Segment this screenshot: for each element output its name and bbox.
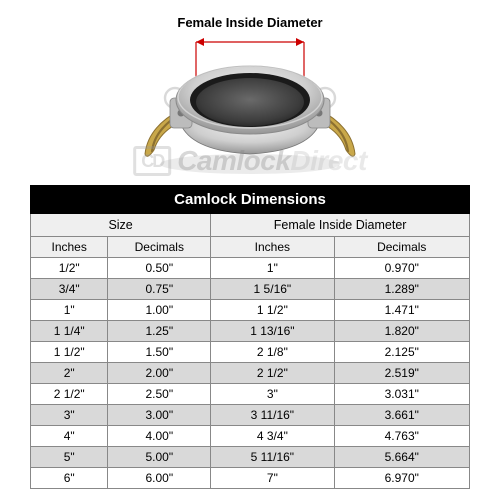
table-cell: 2.00" <box>108 363 211 384</box>
table-cell: 1 1/2" <box>31 342 108 363</box>
table-cell: 0.75" <box>108 279 211 300</box>
table-cell: 5" <box>31 447 108 468</box>
table-cell: 2.50" <box>108 384 211 405</box>
table-cell: 5.00" <box>108 447 211 468</box>
table-cell: 3.031" <box>334 384 470 405</box>
table-cell: 2 1/8" <box>211 342 334 363</box>
table-cell: 2 1/2" <box>31 384 108 405</box>
table-row: 6"6.00"7"6.970" <box>31 468 470 489</box>
table-row: 4"4.00"4 3/4"4.763" <box>31 426 470 447</box>
table-cell: 1/2" <box>31 258 108 279</box>
table-cell: 0.970" <box>334 258 470 279</box>
table-cell: 1.471" <box>334 300 470 321</box>
dimensions-table: Camlock Dimensions Size Female Inside Di… <box>30 185 470 489</box>
coupler-illustration <box>120 32 380 177</box>
table-cell: 5.664" <box>334 447 470 468</box>
table-cell: 1 5/16" <box>211 279 334 300</box>
table-row: 2"2.00"2 1/2"2.519" <box>31 363 470 384</box>
table-column-header-row: Inches Decimals Inches Decimals <box>31 237 470 258</box>
table-row: 3"3.00"3 11/16"3.661" <box>31 405 470 426</box>
col-header: Inches <box>31 237 108 258</box>
table-cell: 0.50" <box>108 258 211 279</box>
table-cell: 4.763" <box>334 426 470 447</box>
table-row: 5"5.00"5 11/16"5.664" <box>31 447 470 468</box>
table-cell: 1.820" <box>334 321 470 342</box>
table-cell: 7" <box>211 468 334 489</box>
table-row: 2 1/2"2.50"3"3.031" <box>31 384 470 405</box>
table-cell: 3" <box>31 405 108 426</box>
table-row: 1/2"0.50"1"0.970" <box>31 258 470 279</box>
col-header: Decimals <box>108 237 211 258</box>
table-cell: 3/4" <box>31 279 108 300</box>
table-body: 1/2"0.50"1"0.970"3/4"0.75"1 5/16"1.289"1… <box>31 258 470 489</box>
table-cell: 2.519" <box>334 363 470 384</box>
table-cell: 2.125" <box>334 342 470 363</box>
table-cell: 3 11/16" <box>211 405 334 426</box>
table-cell: 3.00" <box>108 405 211 426</box>
table-cell: 1.00" <box>108 300 211 321</box>
table-cell: 4 3/4" <box>211 426 334 447</box>
table-cell: 1.25" <box>108 321 211 342</box>
group-header-fid: Female Inside Diameter <box>211 214 470 237</box>
table-cell: 4" <box>31 426 108 447</box>
table-row: 1"1.00"1 1/2"1.471" <box>31 300 470 321</box>
table-cell: 4.00" <box>108 426 211 447</box>
table-cell: 1.50" <box>108 342 211 363</box>
table-cell: 1 13/16" <box>211 321 334 342</box>
table-cell: 1.289" <box>334 279 470 300</box>
table-cell: 6.970" <box>334 468 470 489</box>
table-row: 1 1/4"1.25"1 13/16"1.820" <box>31 321 470 342</box>
table-row: 1 1/2"1.50"2 1/8"2.125" <box>31 342 470 363</box>
diagram-area: Female Inside Diameter <box>30 15 470 177</box>
group-header-size: Size <box>31 214 211 237</box>
table-cell: 3" <box>211 384 334 405</box>
table-cell: 2 1/2" <box>211 363 334 384</box>
table-cell: 2" <box>31 363 108 384</box>
table-cell: 5 11/16" <box>211 447 334 468</box>
table-cell: 1" <box>211 258 334 279</box>
col-header: Inches <box>211 237 334 258</box>
table-cell: 6.00" <box>108 468 211 489</box>
table-cell: 3.661" <box>334 405 470 426</box>
table-cell: 1 1/2" <box>211 300 334 321</box>
table-cell: 6" <box>31 468 108 489</box>
table-group-header-row: Size Female Inside Diameter <box>31 214 470 237</box>
table-cell: 1 1/4" <box>31 321 108 342</box>
table-title: Camlock Dimensions <box>31 186 470 214</box>
table-row: 3/4"0.75"1 5/16"1.289" <box>31 279 470 300</box>
table-cell: 1" <box>31 300 108 321</box>
dimension-label: Female Inside Diameter <box>177 15 322 30</box>
col-header: Decimals <box>334 237 470 258</box>
